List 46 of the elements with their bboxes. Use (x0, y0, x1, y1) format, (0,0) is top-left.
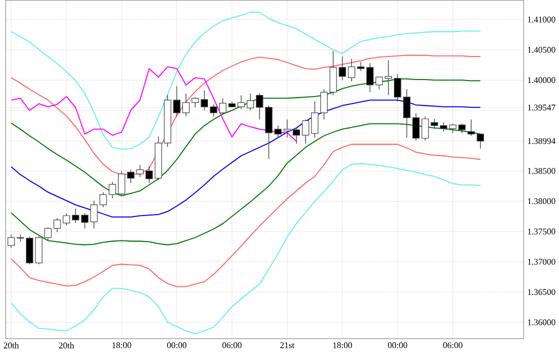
candlestick (173, 86, 180, 117)
y-tick-label: 1.38994 (528, 138, 556, 144)
y-tick-label: 1.40000 (528, 77, 556, 84)
x-tick-label: 00:00 (388, 342, 408, 348)
candlestick (118, 170, 126, 196)
x-tick-label: 06:00 (222, 342, 242, 348)
candlestick (44, 226, 52, 242)
candlestick (127, 169, 134, 184)
x-tick-label: 20th (59, 342, 74, 348)
candlestick (394, 74, 402, 102)
y-tick-label: 1.36500 (528, 289, 556, 296)
candlestick (458, 123, 466, 134)
x-tick-label: 21st (280, 342, 294, 348)
candlestick (449, 123, 456, 134)
x-tick-label: 06:00 (443, 342, 462, 348)
y-tick-label: 1.39547 (528, 104, 556, 111)
candlestick (412, 113, 420, 142)
candlestick (302, 119, 310, 144)
x-tick-label: 18:00 (112, 342, 132, 348)
candlestick (219, 98, 226, 116)
candlestick (182, 93, 190, 117)
candlestick (136, 164, 144, 178)
x-tick-label: 18:00 (333, 342, 352, 348)
y-tick-label: 1.38000 (528, 198, 556, 204)
candlestick (440, 122, 448, 132)
candlestick (210, 104, 218, 117)
candlestick (311, 101, 318, 138)
x-tick-label: 00:00 (167, 342, 186, 348)
candlestick (348, 58, 356, 82)
candlestick (357, 62, 364, 72)
x-tick-label: 20th (4, 342, 19, 348)
candlestick (256, 93, 264, 120)
y-tick-label: 1.41000 (528, 16, 556, 23)
candlestick (366, 62, 374, 93)
candlestick (403, 88, 410, 138)
line-series (10, 66, 297, 142)
y-tick-label: 1.37500 (528, 228, 556, 235)
candlestick (90, 200, 98, 229)
candlestick (320, 88, 328, 120)
candlestick (81, 213, 88, 229)
y-tick-label: 1.38500 (528, 168, 556, 174)
y-tick-label: 1.36000 (528, 319, 556, 326)
candlestick (72, 208, 80, 224)
y-tick-label: 1.40500 (528, 46, 556, 53)
y-tick-label: 1.37000 (528, 258, 556, 265)
candlestick (274, 125, 282, 138)
